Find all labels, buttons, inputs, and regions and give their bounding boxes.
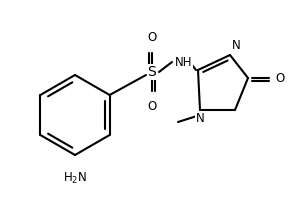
Text: N: N <box>232 39 241 52</box>
Text: N: N <box>196 112 204 125</box>
Text: H$_2$N: H$_2$N <box>63 171 87 186</box>
Text: O: O <box>147 100 157 113</box>
Text: NH: NH <box>175 56 192 69</box>
Text: S: S <box>148 65 156 79</box>
Text: O: O <box>275 72 284 85</box>
Text: O: O <box>147 31 157 44</box>
